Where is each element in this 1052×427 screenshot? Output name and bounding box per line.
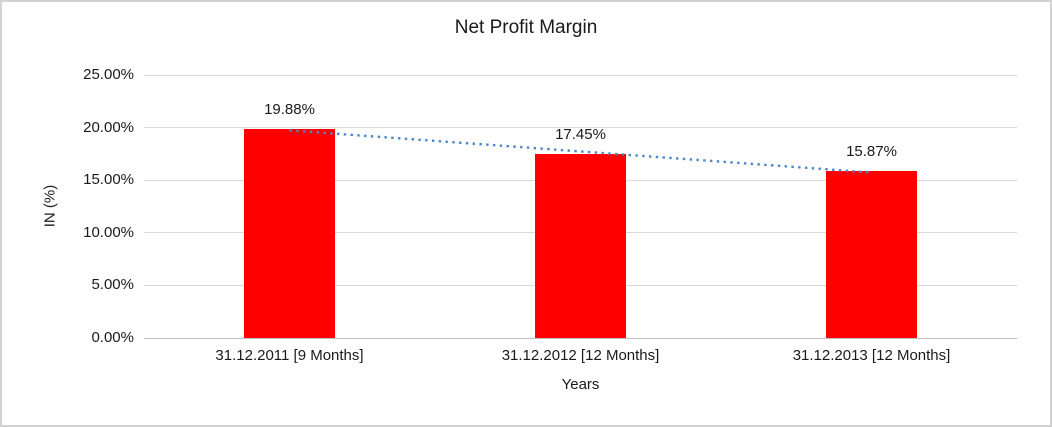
gridline [144,74,1017,76]
x-tick-label: 31.12.2011 [9 Months] [215,347,364,364]
x-tick-label: 31.12.2013 [12 Months] [792,347,951,364]
y-tick-label: 25.00% [83,66,134,83]
bar-data-label: 19.88% [264,100,315,118]
y-tick-label: 10.00% [83,223,134,241]
bar [535,154,626,338]
y-tick-label: 15.00% [83,171,134,189]
y-tick-label: 0.00% [91,329,134,346]
x-tick-label: 31.12.2012 [12 Months] [501,347,660,364]
bar [826,171,917,338]
x-axis-title: Years [561,376,600,393]
gridline [144,127,1017,129]
bar-data-label: 15.87% [846,143,897,161]
bar-data-label: 17.45% [555,126,606,144]
bar [244,128,335,338]
y-tick-label: 5.00% [91,276,134,294]
chart-title: Net Profit Margin [454,17,598,38]
x-axis-line [144,337,1017,339]
y-axis-title: IN (%) [41,184,59,228]
y-tick-label: 20.00% [83,118,134,136]
